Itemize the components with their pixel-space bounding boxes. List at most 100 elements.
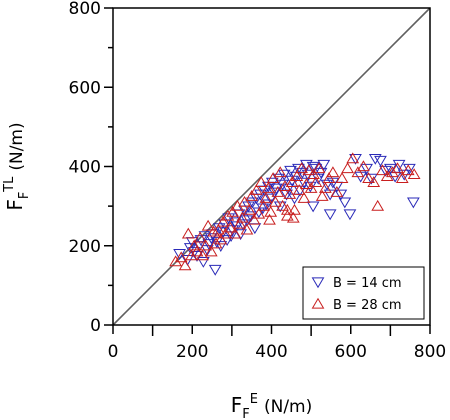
data-point — [349, 153, 362, 165]
data-point — [240, 223, 254, 235]
data-point — [185, 249, 198, 261]
data-point — [235, 211, 249, 223]
data-point — [219, 227, 232, 239]
data-point — [221, 209, 235, 221]
data-point — [246, 197, 259, 209]
data-point — [323, 209, 337, 221]
data-point — [208, 264, 222, 276]
data-point — [190, 245, 204, 257]
data-point — [240, 215, 254, 227]
x-axis-label-main: F — [231, 393, 243, 417]
y-tick-label: 200 — [69, 237, 101, 257]
data-point — [187, 239, 201, 251]
x-tick-label: 600 — [335, 342, 367, 362]
x-axis-label-sup: E — [250, 392, 258, 407]
data-point — [209, 237, 223, 249]
data-point — [276, 179, 289, 191]
data-point — [226, 205, 240, 217]
x-tick-label: 800 — [414, 342, 446, 362]
data-point — [292, 184, 306, 195]
data-point — [302, 164, 316, 176]
data-point — [317, 159, 331, 171]
data-point — [264, 193, 278, 205]
data-point — [236, 219, 250, 231]
data-point — [280, 209, 294, 221]
data-point — [259, 191, 273, 203]
reference-line-group — [112, 7, 431, 326]
data-point — [292, 163, 305, 175]
data-point — [319, 182, 332, 193]
data-point — [181, 227, 195, 239]
data-point — [269, 195, 282, 207]
data-point — [341, 162, 354, 174]
data-point — [228, 227, 242, 239]
data-point — [266, 172, 280, 184]
data-point — [250, 184, 263, 195]
data-point — [216, 215, 230, 227]
data-point — [368, 153, 382, 165]
data-point — [238, 195, 251, 207]
x-tick-label: 200 — [176, 342, 208, 362]
data-point — [295, 162, 308, 174]
data-point — [199, 239, 213, 251]
series-1 — [169, 152, 421, 271]
legend-label-b14: B = 14 cm — [333, 276, 402, 291]
data-point — [214, 241, 228, 252]
y-tick-label: 600 — [69, 78, 101, 98]
x-axis-label-unit: (N/m) — [264, 397, 312, 417]
data-point — [245, 190, 259, 201]
data-point — [290, 170, 304, 182]
data-point — [371, 199, 385, 211]
data-point — [196, 249, 209, 261]
data-point — [263, 213, 276, 225]
legend-marker-b28 — [311, 297, 325, 309]
data-point — [306, 201, 320, 213]
data-point — [285, 176, 299, 187]
y-axis-label: FFTL(N/m) — [2, 122, 32, 210]
data-point — [286, 211, 300, 223]
data-point — [335, 172, 349, 184]
data-point — [343, 209, 357, 221]
x-axis-label: FFE (N/m) — [231, 392, 313, 420]
data-point — [376, 164, 389, 176]
data-point — [357, 160, 370, 172]
data-point — [169, 255, 182, 267]
data-point — [277, 169, 291, 181]
data-point — [283, 188, 297, 199]
data-point — [360, 163, 373, 175]
data-point — [223, 221, 237, 233]
x-tick-label: 400 — [255, 342, 287, 362]
data-point — [231, 199, 244, 211]
data-point — [247, 213, 261, 225]
data-point — [278, 180, 292, 191]
data-point — [299, 178, 313, 189]
data-point — [273, 166, 287, 178]
data-point — [309, 176, 323, 187]
data-point — [351, 166, 365, 178]
y-tick-label: 0 — [90, 316, 101, 336]
tick-labels: 0 200 400 600 800 0 200 400 600 800 — [69, 0, 447, 362]
x-tick-label: 0 — [108, 342, 119, 362]
data-point — [297, 177, 311, 189]
data-point — [271, 186, 285, 197]
reference-line — [112, 7, 431, 326]
data-point — [322, 172, 336, 184]
y-axis-label-unit: (N/m) — [7, 122, 27, 170]
data-point — [297, 191, 311, 203]
data-point — [367, 176, 381, 187]
data-point — [330, 186, 344, 197]
plot-area — [112, 7, 431, 326]
legend-marker-b14 — [311, 277, 325, 289]
data-point — [315, 190, 329, 201]
y-axis-label-sub: F — [17, 192, 32, 199]
y-axis-label-sup: TL — [2, 176, 17, 193]
data-point — [242, 203, 256, 215]
data-point — [364, 173, 378, 185]
y-tick-label: 800 — [69, 0, 101, 19]
data-point — [204, 245, 218, 257]
legend: B = 14 cm B = 28 cm — [302, 266, 425, 320]
y-axis-label-main: F — [3, 199, 27, 211]
data-point — [395, 172, 409, 184]
data-point — [280, 203, 294, 215]
